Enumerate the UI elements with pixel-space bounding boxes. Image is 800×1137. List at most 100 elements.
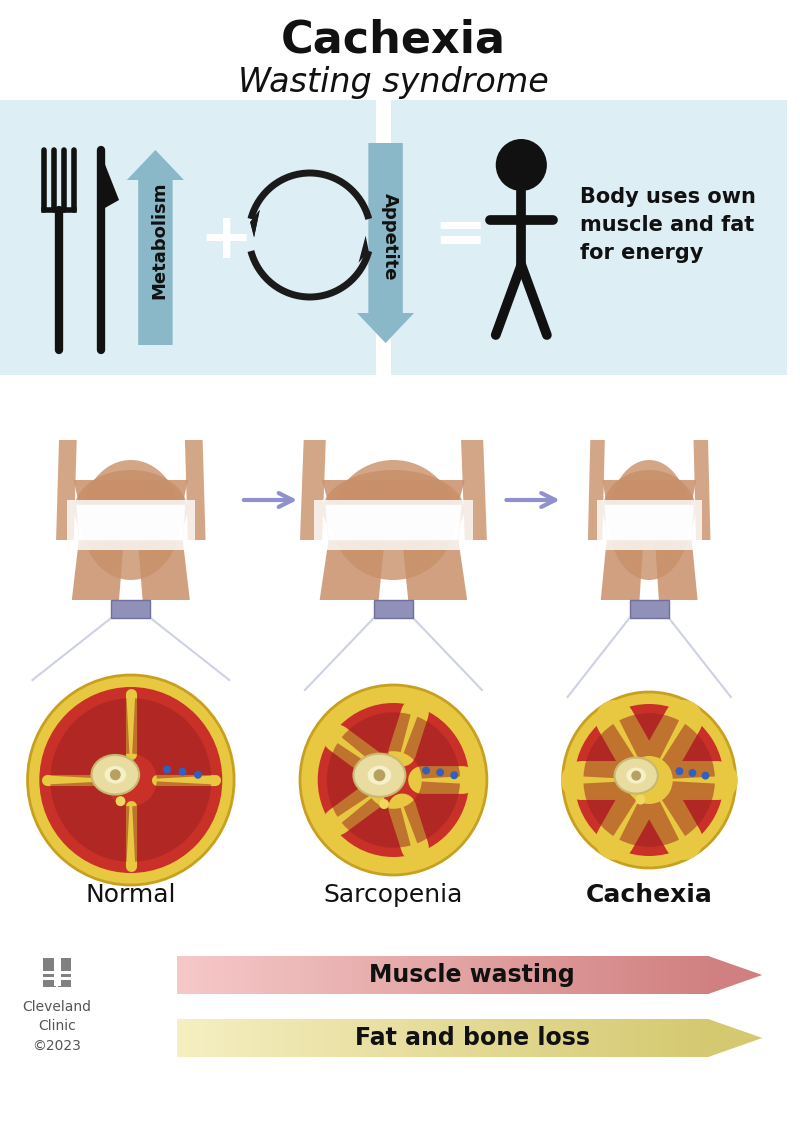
Ellipse shape — [614, 757, 658, 794]
Bar — [547, 1019, 554, 1057]
Wedge shape — [326, 744, 370, 816]
Bar — [177, 956, 184, 994]
Bar — [453, 956, 460, 994]
Bar — [43, 977, 72, 980]
Bar — [520, 956, 527, 994]
Bar — [190, 956, 198, 994]
Bar — [614, 956, 622, 994]
Bar — [648, 1019, 655, 1057]
Bar — [554, 1019, 561, 1057]
Bar — [641, 956, 648, 994]
Polygon shape — [602, 480, 696, 540]
Bar — [238, 956, 245, 994]
Bar — [265, 956, 272, 994]
Wedge shape — [50, 781, 130, 862]
Wedge shape — [342, 798, 410, 848]
Circle shape — [702, 772, 710, 780]
Bar — [688, 1019, 695, 1057]
Bar — [560, 956, 567, 994]
Wedge shape — [50, 698, 130, 779]
Bar — [702, 956, 709, 994]
Bar — [479, 956, 487, 994]
Text: Body uses own
muscle and fat
for energy: Body uses own muscle and fat for energy — [580, 186, 756, 263]
Bar — [291, 1019, 298, 1057]
Ellipse shape — [82, 460, 180, 580]
Bar — [325, 1019, 332, 1057]
Bar — [311, 1019, 318, 1057]
Bar — [412, 956, 419, 994]
Text: Metabolism: Metabolism — [150, 181, 168, 299]
Bar — [514, 1019, 521, 1057]
Text: Fat and bone loss: Fat and bone loss — [354, 1026, 590, 1049]
Circle shape — [450, 771, 458, 779]
Bar — [218, 1019, 225, 1057]
Bar — [426, 1019, 433, 1057]
Circle shape — [194, 771, 202, 779]
Ellipse shape — [354, 754, 406, 797]
Bar — [0, 100, 787, 375]
Bar — [177, 1019, 184, 1057]
Bar — [627, 956, 634, 994]
Bar — [641, 1019, 648, 1057]
Polygon shape — [77, 505, 185, 540]
Bar — [358, 1019, 366, 1057]
Circle shape — [689, 769, 696, 777]
Bar — [352, 956, 359, 994]
Bar — [332, 1019, 339, 1057]
Bar — [338, 1019, 346, 1057]
Circle shape — [574, 704, 724, 856]
Bar — [278, 956, 285, 994]
Bar — [318, 956, 326, 994]
Bar — [198, 956, 205, 994]
Bar — [433, 956, 440, 994]
Bar — [654, 1019, 662, 1057]
Text: Cachexia: Cachexia — [281, 18, 506, 61]
Bar — [694, 1019, 702, 1057]
Polygon shape — [72, 540, 124, 600]
Ellipse shape — [74, 470, 187, 550]
Bar — [493, 1019, 500, 1057]
Bar — [305, 1019, 312, 1057]
Bar — [378, 956, 386, 994]
Bar — [514, 956, 521, 994]
Bar — [500, 956, 507, 994]
Polygon shape — [694, 440, 710, 540]
Bar — [433, 1019, 440, 1057]
Ellipse shape — [368, 765, 391, 785]
Bar — [67, 500, 194, 550]
Bar — [574, 1019, 581, 1057]
Circle shape — [631, 771, 641, 781]
Bar — [587, 956, 594, 994]
Polygon shape — [250, 210, 260, 238]
Ellipse shape — [332, 460, 455, 580]
Bar — [285, 956, 292, 994]
Polygon shape — [326, 505, 462, 540]
Bar — [224, 956, 231, 994]
Bar — [298, 956, 306, 994]
Bar — [190, 1019, 198, 1057]
Bar — [567, 1019, 574, 1057]
Bar — [198, 1019, 205, 1057]
Circle shape — [39, 687, 222, 873]
Polygon shape — [402, 540, 467, 600]
Bar — [210, 956, 218, 994]
Bar — [506, 956, 514, 994]
Text: Sarcopenia: Sarcopenia — [324, 883, 463, 907]
Ellipse shape — [105, 766, 126, 783]
Bar — [446, 956, 453, 994]
Polygon shape — [56, 440, 77, 540]
Wedge shape — [619, 713, 679, 758]
Bar — [630, 600, 669, 619]
Bar — [534, 1019, 541, 1057]
Bar — [493, 956, 500, 994]
Polygon shape — [102, 155, 119, 210]
Bar — [285, 1019, 292, 1057]
Bar — [251, 956, 258, 994]
Circle shape — [675, 767, 683, 775]
Circle shape — [178, 767, 186, 775]
Circle shape — [374, 770, 386, 781]
Bar — [486, 956, 494, 994]
Bar — [654, 956, 662, 994]
Bar — [597, 500, 702, 550]
Circle shape — [27, 675, 234, 885]
